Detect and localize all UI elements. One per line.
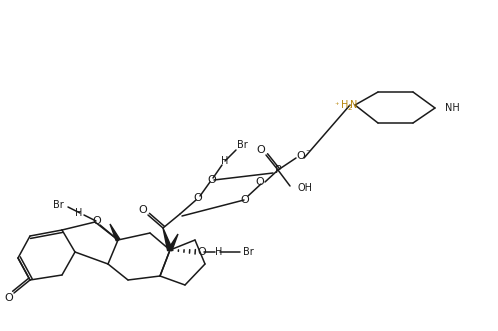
Text: ⁻: ⁻ bbox=[305, 148, 311, 158]
Text: Br: Br bbox=[53, 200, 63, 210]
Text: H: H bbox=[215, 247, 223, 257]
Text: NH: NH bbox=[445, 103, 460, 113]
Text: OH: OH bbox=[298, 183, 313, 193]
Text: O: O bbox=[256, 145, 265, 155]
Text: Br: Br bbox=[243, 247, 253, 257]
Text: ⁺: ⁺ bbox=[335, 101, 339, 110]
Text: H: H bbox=[75, 208, 83, 218]
Text: O: O bbox=[198, 247, 206, 257]
Text: O: O bbox=[194, 193, 202, 203]
Text: O: O bbox=[138, 205, 147, 215]
Text: H: H bbox=[341, 100, 349, 110]
Text: O: O bbox=[4, 293, 13, 303]
Polygon shape bbox=[110, 224, 120, 241]
Text: H: H bbox=[221, 156, 229, 166]
Text: O: O bbox=[255, 177, 264, 187]
Polygon shape bbox=[163, 228, 172, 251]
Polygon shape bbox=[168, 234, 178, 251]
Text: N: N bbox=[350, 100, 358, 110]
Text: P: P bbox=[274, 165, 281, 175]
Text: 2: 2 bbox=[348, 105, 352, 111]
Text: O: O bbox=[297, 151, 305, 161]
Text: O: O bbox=[93, 216, 102, 226]
Text: Br: Br bbox=[237, 140, 248, 150]
Text: O: O bbox=[208, 175, 216, 185]
Text: O: O bbox=[241, 195, 249, 205]
